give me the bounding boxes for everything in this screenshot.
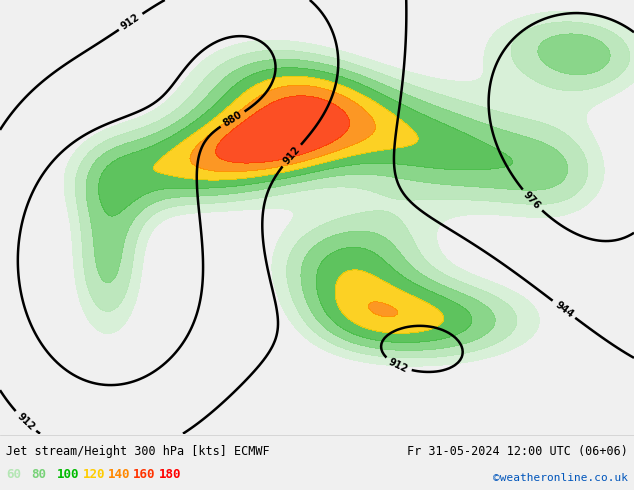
Text: 912: 912 [119, 12, 142, 31]
Text: 120: 120 [82, 468, 105, 481]
Text: Jet stream/Height 300 hPa [kts] ECMWF: Jet stream/Height 300 hPa [kts] ECMWF [6, 445, 270, 458]
Text: 912: 912 [387, 357, 410, 374]
Text: 180: 180 [158, 468, 181, 481]
Text: 912: 912 [15, 411, 36, 432]
Text: 160: 160 [133, 468, 155, 481]
Text: 60: 60 [6, 468, 22, 481]
Text: 912: 912 [281, 145, 302, 167]
Text: 80: 80 [32, 468, 47, 481]
Text: ©weatheronline.co.uk: ©weatheronline.co.uk [493, 472, 628, 483]
Text: 944: 944 [553, 299, 575, 319]
Text: 880: 880 [221, 109, 244, 129]
Text: 100: 100 [57, 468, 79, 481]
Text: 976: 976 [522, 190, 543, 211]
Text: 140: 140 [108, 468, 130, 481]
Text: Fr 31-05-2024 12:00 UTC (06+06): Fr 31-05-2024 12:00 UTC (06+06) [407, 445, 628, 458]
